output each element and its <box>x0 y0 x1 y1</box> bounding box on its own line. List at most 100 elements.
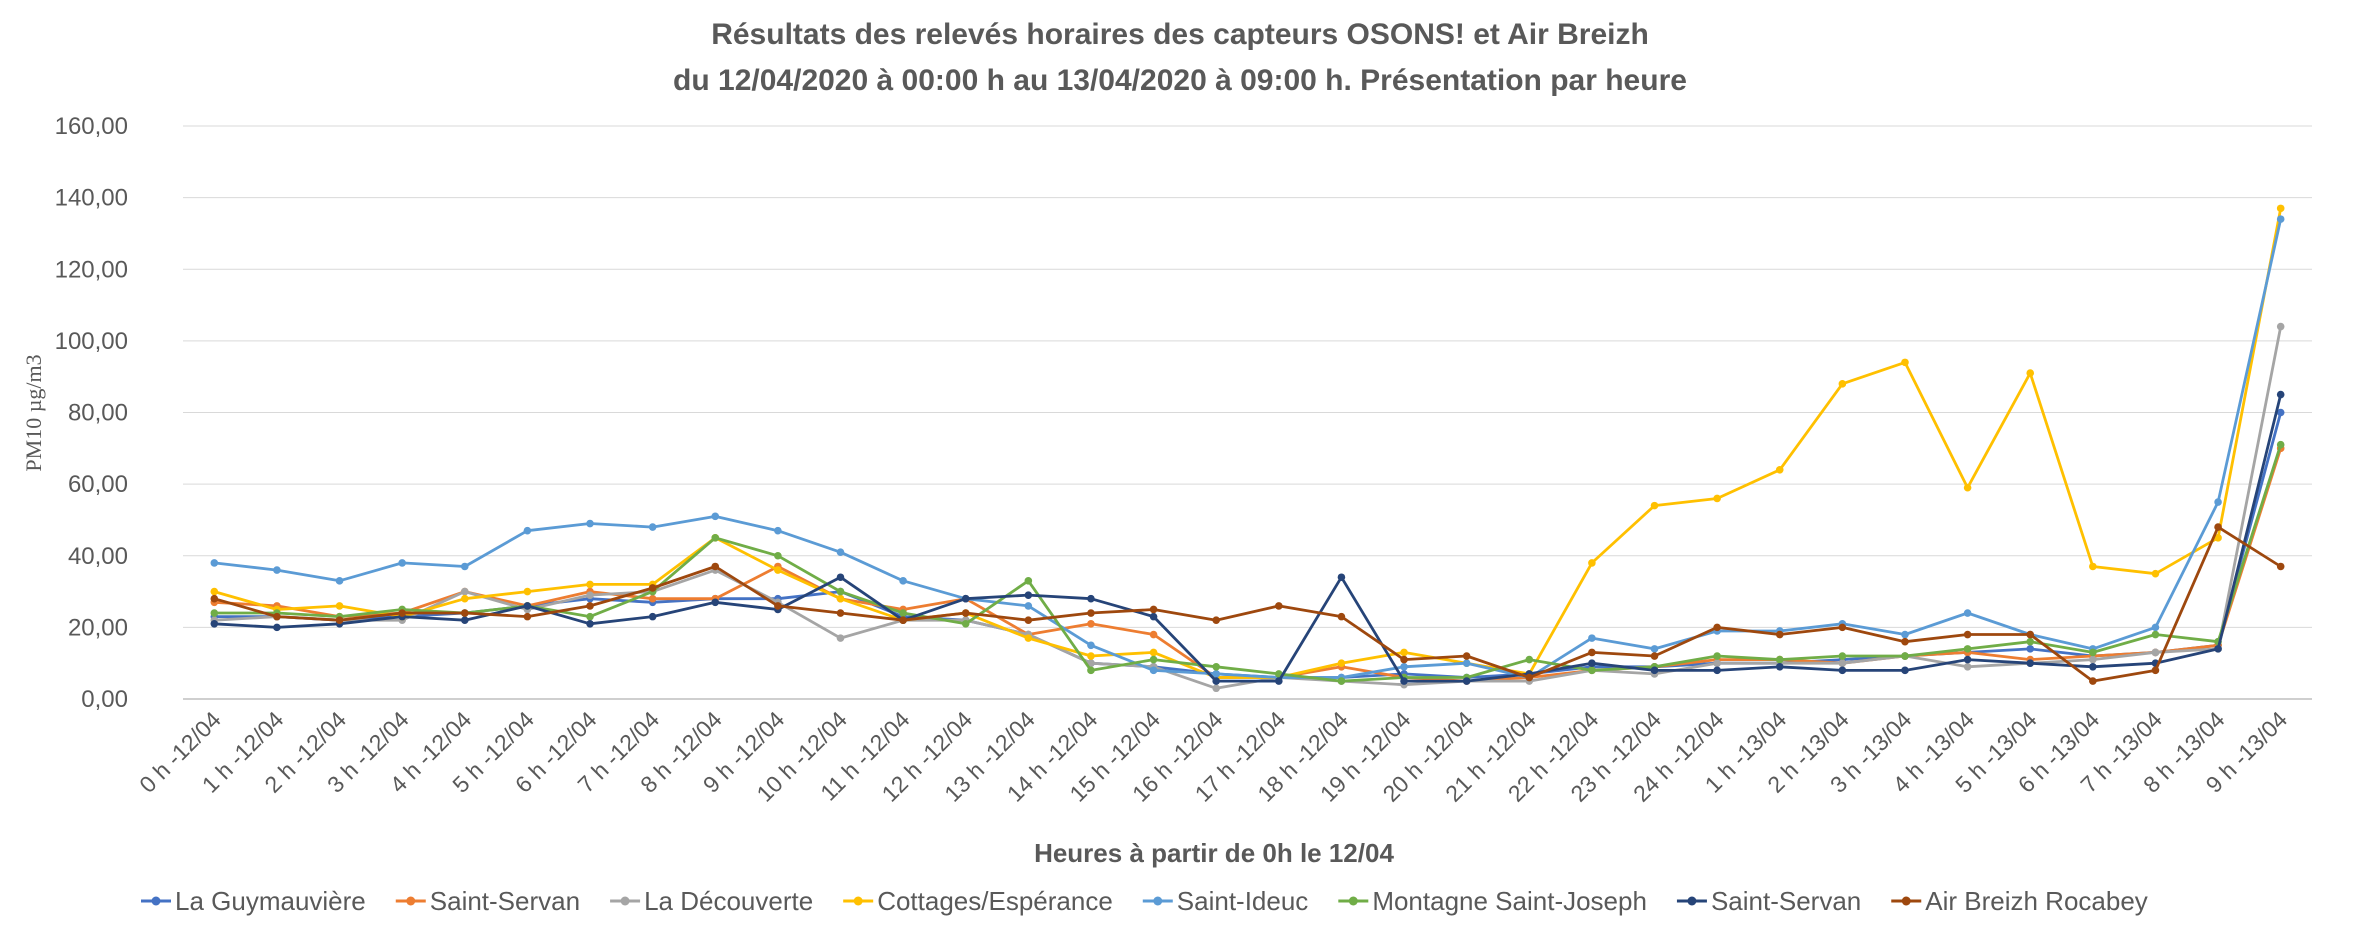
data-point <box>836 548 845 556</box>
data-point <box>273 612 281 621</box>
data-point <box>1024 634 1033 642</box>
legend-item: La Découverte <box>610 886 813 916</box>
data-point <box>961 594 970 603</box>
data-point <box>1087 609 1095 617</box>
data-point <box>1462 659 1471 667</box>
data-point <box>1212 616 1220 625</box>
data-point <box>1212 670 1220 678</box>
data-point <box>2151 630 2160 639</box>
data-point <box>1963 645 1972 653</box>
legend-item: Saint-Ideuc <box>1142 886 1309 916</box>
y-tick-label: 120,00 <box>55 256 128 283</box>
chart-subtitle: du 12/04/2020 à 00:00 h au 13/04/2020 à … <box>673 64 1687 97</box>
legend-marker <box>1153 896 1163 906</box>
series-line <box>214 218 2283 679</box>
data-point <box>899 616 907 625</box>
data-point <box>2089 662 2097 671</box>
data-point <box>648 612 657 621</box>
data-point <box>586 519 594 528</box>
data-point <box>1963 630 1972 639</box>
data-point <box>2026 659 2035 667</box>
data-point <box>1775 466 1784 474</box>
data-point <box>2026 645 2035 653</box>
data-point <box>1024 591 1033 599</box>
data-point <box>2276 204 2285 213</box>
data-point <box>1588 648 1596 657</box>
data-point <box>1963 655 1972 664</box>
gridlines <box>183 125 2312 700</box>
series-8 <box>210 523 2285 685</box>
data-point <box>1024 602 1033 610</box>
data-point <box>836 609 845 617</box>
data-point <box>1775 630 1784 639</box>
data-point <box>1963 609 1972 617</box>
data-point <box>1400 662 1408 671</box>
data-point <box>2151 648 2160 657</box>
data-point <box>1901 666 1909 675</box>
data-point <box>774 526 782 535</box>
data-point <box>1337 659 1346 667</box>
data-point <box>1149 666 1158 675</box>
data-point <box>1588 666 1596 675</box>
data-point <box>1400 677 1408 685</box>
y-axis-title: PM10 µg/m3 <box>21 354 46 471</box>
data-point <box>335 602 344 610</box>
y-tick-label: 20,00 <box>68 614 128 641</box>
data-point <box>1087 594 1095 603</box>
data-point <box>2089 655 2097 664</box>
legend-label: La Découverte <box>644 886 813 916</box>
data-point <box>210 559 219 567</box>
data-point <box>1275 677 1283 685</box>
legend-marker <box>1901 896 1911 906</box>
data-point <box>1650 645 1659 653</box>
data-point <box>1901 637 1909 646</box>
data-point <box>2214 534 2222 542</box>
data-point <box>586 602 594 610</box>
data-point <box>273 566 281 574</box>
y-tick-label: 140,00 <box>55 185 128 212</box>
series-lines <box>210 204 2285 693</box>
series-line <box>214 412 2283 679</box>
data-point <box>836 587 845 596</box>
legend-marker <box>1687 896 1697 906</box>
data-point <box>1462 652 1471 660</box>
data-point <box>774 566 782 574</box>
data-point <box>1775 662 1784 671</box>
data-point <box>210 619 219 628</box>
data-point <box>1337 612 1346 621</box>
data-point <box>1149 630 1158 639</box>
data-point <box>2089 562 2097 571</box>
y-tick-label: 80,00 <box>68 400 128 427</box>
series-line <box>213 525 2282 683</box>
data-point <box>1400 648 1408 657</box>
data-point <box>210 609 219 617</box>
data-point <box>586 580 594 589</box>
legend: La Guymauvière Saint-Servan La Découverte C… <box>141 886 2148 916</box>
legend-item: Saint-Servan <box>1676 886 1861 916</box>
data-point <box>1650 501 1659 510</box>
data-point <box>523 612 532 621</box>
data-point <box>460 609 469 617</box>
data-point <box>523 602 532 610</box>
data-point <box>836 634 845 642</box>
data-point <box>2151 623 2160 632</box>
data-point <box>1713 652 1721 660</box>
data-point <box>2214 645 2222 653</box>
data-point <box>648 594 657 603</box>
legend-marker <box>620 896 630 906</box>
data-point <box>2089 648 2097 657</box>
data-point <box>1212 662 1220 671</box>
data-point <box>2276 390 2285 399</box>
data-point <box>1838 380 1847 388</box>
data-point <box>523 526 532 535</box>
data-point <box>1525 655 1534 664</box>
data-point <box>1838 652 1847 660</box>
data-point <box>961 609 970 617</box>
legend-label: Saint-Ideuc <box>1177 886 1309 916</box>
data-point <box>1024 577 1033 585</box>
data-point <box>398 609 406 617</box>
data-point <box>1087 659 1095 667</box>
data-point <box>836 573 845 582</box>
